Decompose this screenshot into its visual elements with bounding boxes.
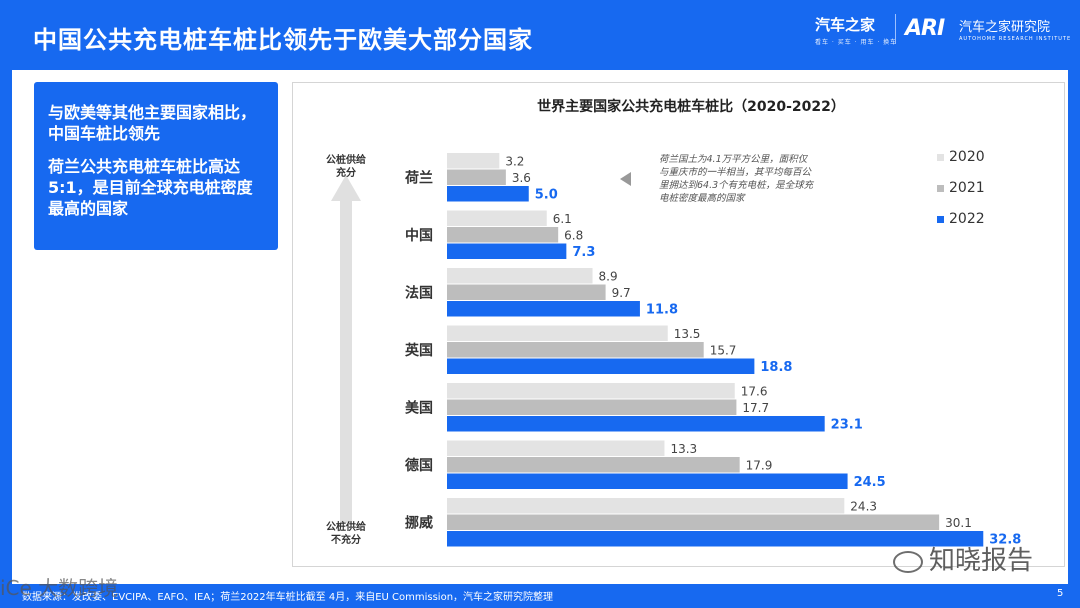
data-label-2022-5: 24.5 <box>854 475 886 490</box>
research-institute-name: 汽车之家研究院 <box>959 20 1051 35</box>
key-finding-1: 与欧美等其他主要国家相比，中国车桩比领先 <box>48 103 257 143</box>
data-label-2022-1: 7.3 <box>572 245 595 260</box>
bar-2020-5 <box>447 440 665 456</box>
bar-2020-3 <box>447 325 668 341</box>
watermark-text: 知晓报告 <box>929 546 1034 576</box>
annotation-pointer-icon <box>620 172 631 186</box>
data-label-2020-5: 13.3 <box>670 442 697 456</box>
bar-2022-2 <box>447 301 640 317</box>
bar-2021-3 <box>447 342 704 358</box>
chart-container: 世界主要国家公共充电桩车桩比（2020-2022） 荷兰 3.2 3.6 5.0 中国 6.… <box>292 82 1065 567</box>
annotation-line-0: 荷兰国土为4.1万平方公里，面积仅 <box>659 153 809 165</box>
data-label-2021-5: 17.9 <box>746 459 773 473</box>
bar-2020-6 <box>447 498 845 514</box>
bar-2021-5 <box>447 457 740 473</box>
bar-2022-0 <box>447 186 529 202</box>
arrow-bottom-label-1: 不充分 <box>331 533 361 546</box>
data-label-2020-2: 8.9 <box>599 270 618 284</box>
bar-2022-4 <box>447 416 825 432</box>
key-findings-callout: 与欧美等其他主要国家相比，中国车桩比领先 荷兰公共充电桩车桩比高达5:1，是目前… <box>34 82 278 250</box>
data-label-2021-1: 6.8 <box>564 229 583 243</box>
category-label-4: 美国 <box>405 399 433 416</box>
key-finding-2: 荷兰公共充电桩车桩比高达5:1，是目前全球充电桩密度最高的国家 <box>48 157 253 218</box>
autohome-logo: 汽车之家 看车 · 买车 · 用车 · 换车 <box>815 14 897 46</box>
data-label-2020-6: 24.3 <box>850 500 877 514</box>
category-label-5: 德国 <box>405 457 433 474</box>
data-label-2022-0: 5.0 <box>535 188 558 203</box>
annotation-line-2: 里拥达到64.3个有充电桩，是全球充 <box>659 179 815 191</box>
data-label-2021-2: 9.7 <box>612 286 631 300</box>
data-label-2020-1: 6.1 <box>553 212 572 226</box>
annotation-line-1: 与重庆市的一半相当，其平均每百公 <box>659 166 813 178</box>
supply-arrow-icon <box>331 175 361 523</box>
autohome-logo-name: 汽车之家 <box>815 16 876 34</box>
legend-label-2022: 2022 <box>949 211 985 227</box>
watermark-secondary: iCe 大数跨境 <box>0 576 119 600</box>
bar-2020-2 <box>447 268 593 284</box>
wechat-icon <box>893 550 923 573</box>
bar-2021-0 <box>447 169 506 185</box>
chart-title: 世界主要国家公共充电桩车桩比（2020-2022） <box>537 98 845 115</box>
bar-2021-6 <box>447 514 940 530</box>
annotation-line-3: 电桩密度最高的国家 <box>659 192 746 204</box>
bar-2022-1 <box>447 243 567 259</box>
arrow-top-label-0: 公桩供给 <box>326 153 366 166</box>
data-label-2021-4: 17.7 <box>742 401 769 415</box>
legend-swatch-2020 <box>937 154 944 161</box>
bar-2020-1 <box>447 210 547 226</box>
data-label-2020-3: 13.5 <box>674 327 701 341</box>
data-label-2022-6: 32.8 <box>989 533 1021 548</box>
bar-2021-1 <box>447 227 559 243</box>
page-title: 中国公共充电桩车桩比领先于欧美大部分国家 <box>33 26 533 54</box>
data-label-2020-0: 3.2 <box>505 155 524 169</box>
category-label-6: 挪威 <box>405 514 433 531</box>
footer-bar: 数据来源：发改委、EVCIPA、EAFO、IEA；荷兰2022年车桩比截至 4月… <box>0 584 1080 608</box>
data-label-2022-2: 11.8 <box>646 303 678 318</box>
data-label-2021-0: 3.6 <box>512 171 531 185</box>
bar-chart: 世界主要国家公共充电桩车桩比（2020-2022） 荷兰 3.2 3.6 5.0 中国 6.… <box>326 98 1021 548</box>
category-label-1: 中国 <box>405 227 433 244</box>
data-label-2020-4: 17.6 <box>741 385 768 399</box>
bar-2022-3 <box>447 358 755 374</box>
legend-swatch-2021 <box>937 185 944 192</box>
bar-2021-4 <box>447 399 737 415</box>
arrow-bottom-label-0: 公桩供给 <box>326 520 366 533</box>
category-label-0: 荷兰 <box>404 169 433 186</box>
watermark: 知晓报告 <box>893 540 1033 577</box>
data-source-note: 数据来源：发改委、EVCIPA、EAFO、IEA；荷兰2022年车桩比截至 4月… <box>22 592 554 603</box>
data-label-2021-6: 30.1 <box>945 516 972 530</box>
research-institute-tagline: AUTOHOME RESEARCH INSTITUTE <box>959 36 1072 42</box>
arrow-top-label-1: 充分 <box>336 166 356 179</box>
bar-2020-4 <box>447 383 735 399</box>
bar-2020-0 <box>447 153 500 169</box>
brand-divider <box>895 14 896 44</box>
legend-label-2020: 2020 <box>949 149 985 165</box>
bar-2021-2 <box>447 284 606 300</box>
legend-label-2021: 2021 <box>949 180 985 196</box>
data-label-2021-3: 15.7 <box>710 344 737 358</box>
data-label-2022-4: 23.1 <box>831 418 863 433</box>
legend-swatch-2022 <box>937 216 944 223</box>
autohome-logo-tagline: 看车 · 买车 · 用车 · 换车 <box>815 39 898 46</box>
category-label-2: 法国 <box>405 284 433 301</box>
data-label-2022-3: 18.8 <box>760 360 792 375</box>
bar-2022-5 <box>447 473 848 489</box>
category-label-3: 英国 <box>404 342 433 359</box>
page-number: 5 <box>1057 588 1064 599</box>
header-bar: 中国公共充电桩车桩比领先于欧美大部分国家 汽车之家 看车 · 买车 · 用车 ·… <box>0 0 1080 70</box>
bar-2022-6 <box>447 531 984 547</box>
ari-logo-icon: ARI <box>905 16 945 41</box>
